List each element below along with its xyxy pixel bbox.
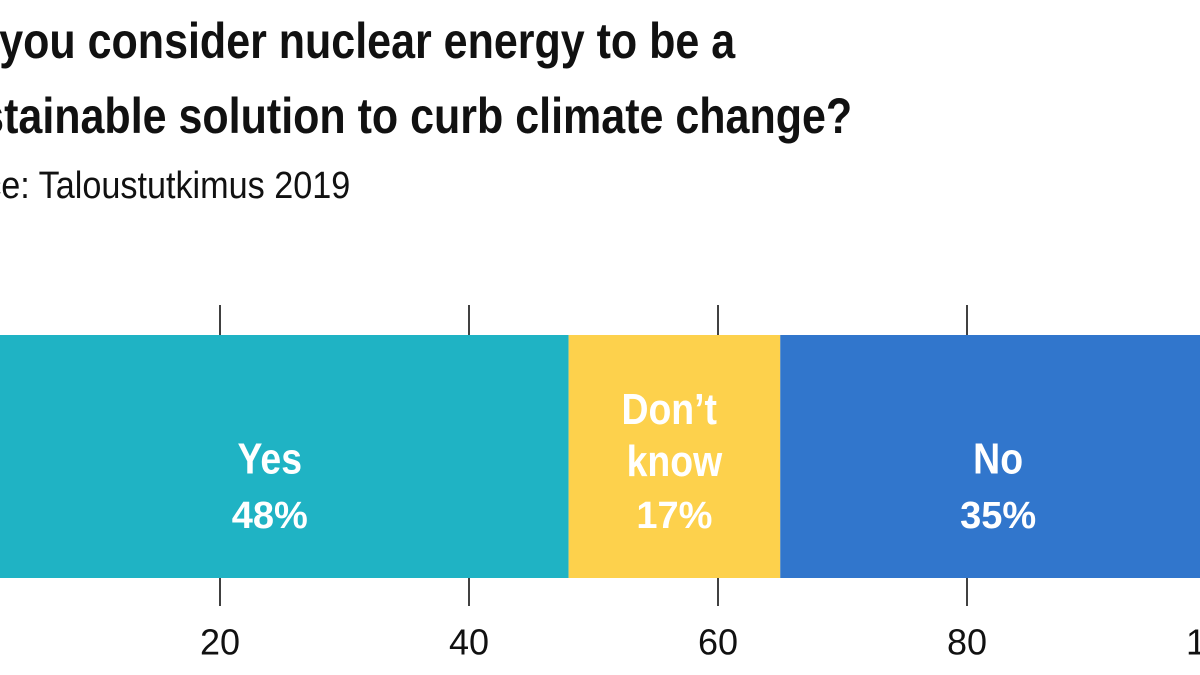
x-tick-label: 60 xyxy=(698,622,738,663)
bar-segment xyxy=(780,335,1200,578)
value-label: 35% xyxy=(960,495,1036,537)
segment-label: Yes xyxy=(238,434,302,484)
subtitle-group: Source: Taloustutkimus 2019 xyxy=(0,163,350,206)
x-tick-label: 20 xyxy=(200,622,240,663)
segment-label: Don’t know xyxy=(621,384,727,486)
x-tick-label: 80 xyxy=(947,622,987,663)
bar-segment xyxy=(0,335,569,578)
value-label: 17% xyxy=(636,495,712,537)
chart-subtitle: Source: Taloustutkimus 2019 xyxy=(0,163,350,206)
segment-label: No xyxy=(973,434,1023,484)
value-label: 48% xyxy=(232,495,308,537)
title-group: Do you consider nuclear energy to be a s… xyxy=(0,13,852,144)
x-tick-label: 40 xyxy=(449,622,489,663)
bar-segment xyxy=(568,335,781,578)
x-tick-label: 100 xyxy=(1186,622,1200,663)
chart-title: Do you consider nuclear energy to be a s… xyxy=(0,13,852,144)
